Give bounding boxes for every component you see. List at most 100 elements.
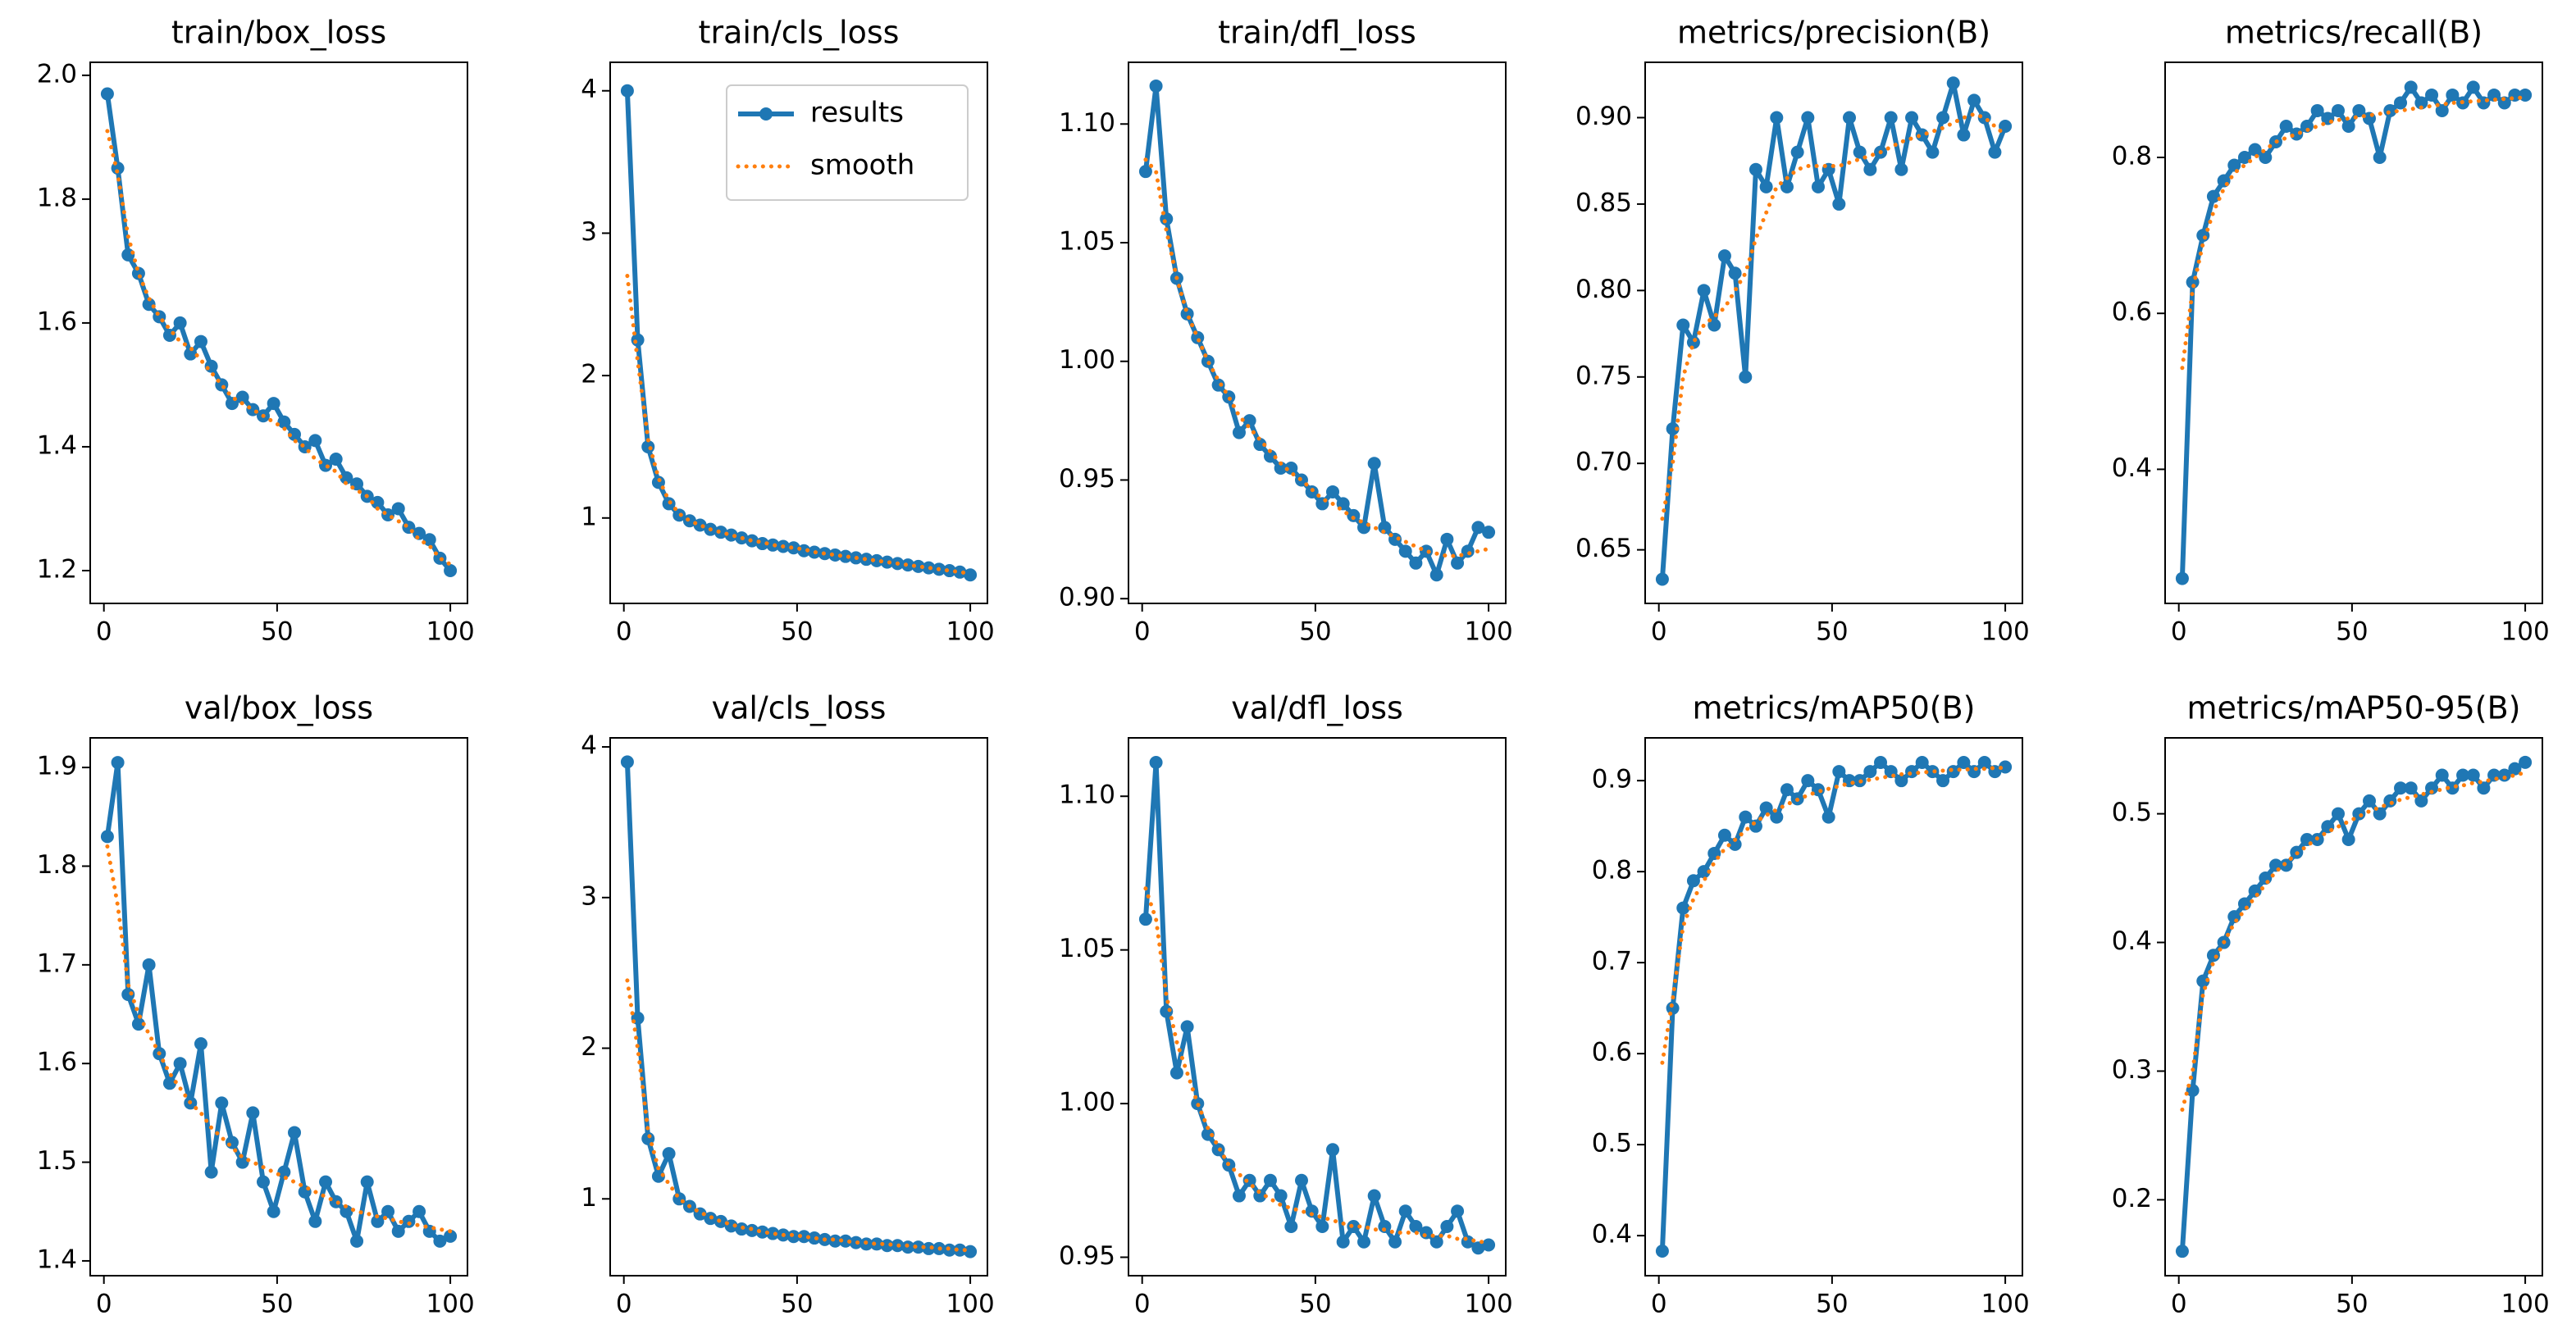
subplot: metrics/recall(B) 0.4 0.6 0.8 0 50 100: [2112, 15, 2550, 647]
data-point: [1169, 1066, 1183, 1080]
data-point: [131, 1017, 145, 1031]
data-point: [1471, 521, 1485, 535]
data-point: [1915, 755, 1929, 769]
data-point: [111, 756, 125, 770]
subplot-title: metrics/mAP50-95(B): [2186, 690, 2520, 726]
data-point: [1759, 180, 1773, 193]
data-point: [308, 434, 322, 448]
data-point: [953, 565, 967, 579]
x-tick-label: 50: [261, 1290, 293, 1319]
y-tick-label: 2: [581, 360, 597, 389]
data-point: [911, 1240, 925, 1254]
data-point: [2227, 158, 2241, 172]
data-point: [1388, 1235, 1402, 1249]
legend-marker: [759, 107, 773, 121]
data-point: [1211, 378, 1225, 392]
data-point: [953, 1243, 967, 1257]
data-point: [1801, 774, 1815, 788]
data-point: [1697, 284, 1711, 298]
x-tick-label: 0: [2171, 617, 2187, 647]
data-point: [1988, 145, 2002, 159]
data-point: [1967, 93, 1981, 107]
data-point: [1284, 462, 1298, 475]
data-point: [1926, 145, 1940, 159]
data-point: [786, 541, 800, 555]
data-point: [246, 1106, 260, 1120]
subplot-title: metrics/precision(B): [1677, 15, 1990, 51]
data-point: [1676, 901, 1690, 915]
y-tick-label: 0.6: [2112, 298, 2152, 327]
data-point: [1832, 197, 1846, 211]
data-point: [2477, 781, 2491, 795]
data-point: [2300, 119, 2314, 133]
data-point: [340, 1204, 353, 1218]
data-point: [2341, 119, 2355, 133]
data-point: [1936, 111, 1950, 125]
data-point: [651, 476, 665, 489]
series-line: [1143, 886, 1491, 1245]
y-tick-label: 0.5: [1592, 1129, 1632, 1158]
data-point: [2175, 1245, 2189, 1258]
data-point: [402, 1214, 416, 1228]
y-tick-label: 0.65: [1575, 534, 1632, 563]
data-point: [2279, 119, 2293, 133]
y-tick-label: 0.95: [1059, 1241, 1115, 1271]
x-tick-label: 0: [1134, 1290, 1151, 1319]
data-point: [2497, 96, 2511, 110]
y-tick-label: 0.4: [2112, 453, 2152, 483]
y-tick-label: 0.9: [1592, 765, 1632, 794]
data-point: [1748, 162, 1762, 176]
series-line: [1659, 80, 2008, 580]
plot-frame: [89, 61, 468, 604]
data-point: [235, 1155, 249, 1169]
data-point: [1429, 1235, 1443, 1249]
x-tick-label: 50: [781, 617, 813, 647]
data-point: [870, 1237, 884, 1251]
plot-frame: [609, 737, 988, 1277]
data-point: [2217, 174, 2231, 188]
data-point: [1232, 1189, 1246, 1203]
y-tick-label: 4: [581, 75, 597, 104]
data-point: [121, 248, 135, 262]
subplot: metrics/precision(B) 0.65 0.70 0.75 0.80 0.85…: [1575, 15, 2030, 647]
data-point: [1461, 544, 1475, 558]
legend-label: smooth: [810, 149, 914, 182]
data-point: [2310, 103, 2324, 117]
data-point: [1429, 568, 1443, 582]
data-point: [2248, 143, 2262, 157]
data-point: [2414, 96, 2428, 110]
data-point: [1253, 438, 1267, 452]
data-point: [1853, 145, 1867, 159]
data-point: [880, 555, 894, 569]
data-point: [1274, 462, 1288, 475]
x-tick-label: 100: [2501, 1290, 2550, 1319]
series-line: [1659, 759, 2007, 1252]
legend: results smooth: [726, 84, 969, 201]
data-point: [911, 559, 925, 573]
y-tick-label: 0.8: [1592, 856, 1632, 885]
plot-frame: [609, 61, 988, 604]
data-point: [391, 1224, 405, 1238]
data-point: [2404, 781, 2418, 795]
subplot: val/dfl_loss 0.95 1.00 1.05 1.10 0 50 100: [1059, 690, 1513, 1319]
data-point: [1242, 1173, 1256, 1187]
series-line: [105, 844, 453, 1234]
x-tick-label: 100: [1465, 1290, 1513, 1319]
data-point: [1367, 1189, 1381, 1203]
x-tick-label: 0: [2171, 1290, 2187, 1319]
data-point: [1874, 755, 1888, 769]
data-point: [1263, 1173, 1277, 1187]
data-point: [1739, 810, 1753, 824]
data-point: [1999, 120, 2013, 134]
data-point: [942, 564, 956, 578]
data-point: [1326, 1143, 1340, 1157]
data-point: [2519, 755, 2533, 769]
data-point: [194, 1037, 207, 1051]
data-point: [1305, 1204, 1319, 1218]
data-point: [1676, 318, 1690, 332]
data-point: [2383, 103, 2397, 117]
data-point: [267, 1204, 280, 1218]
data-point: [1138, 912, 1152, 926]
data-point: [371, 495, 385, 509]
data-point: [2414, 794, 2428, 808]
